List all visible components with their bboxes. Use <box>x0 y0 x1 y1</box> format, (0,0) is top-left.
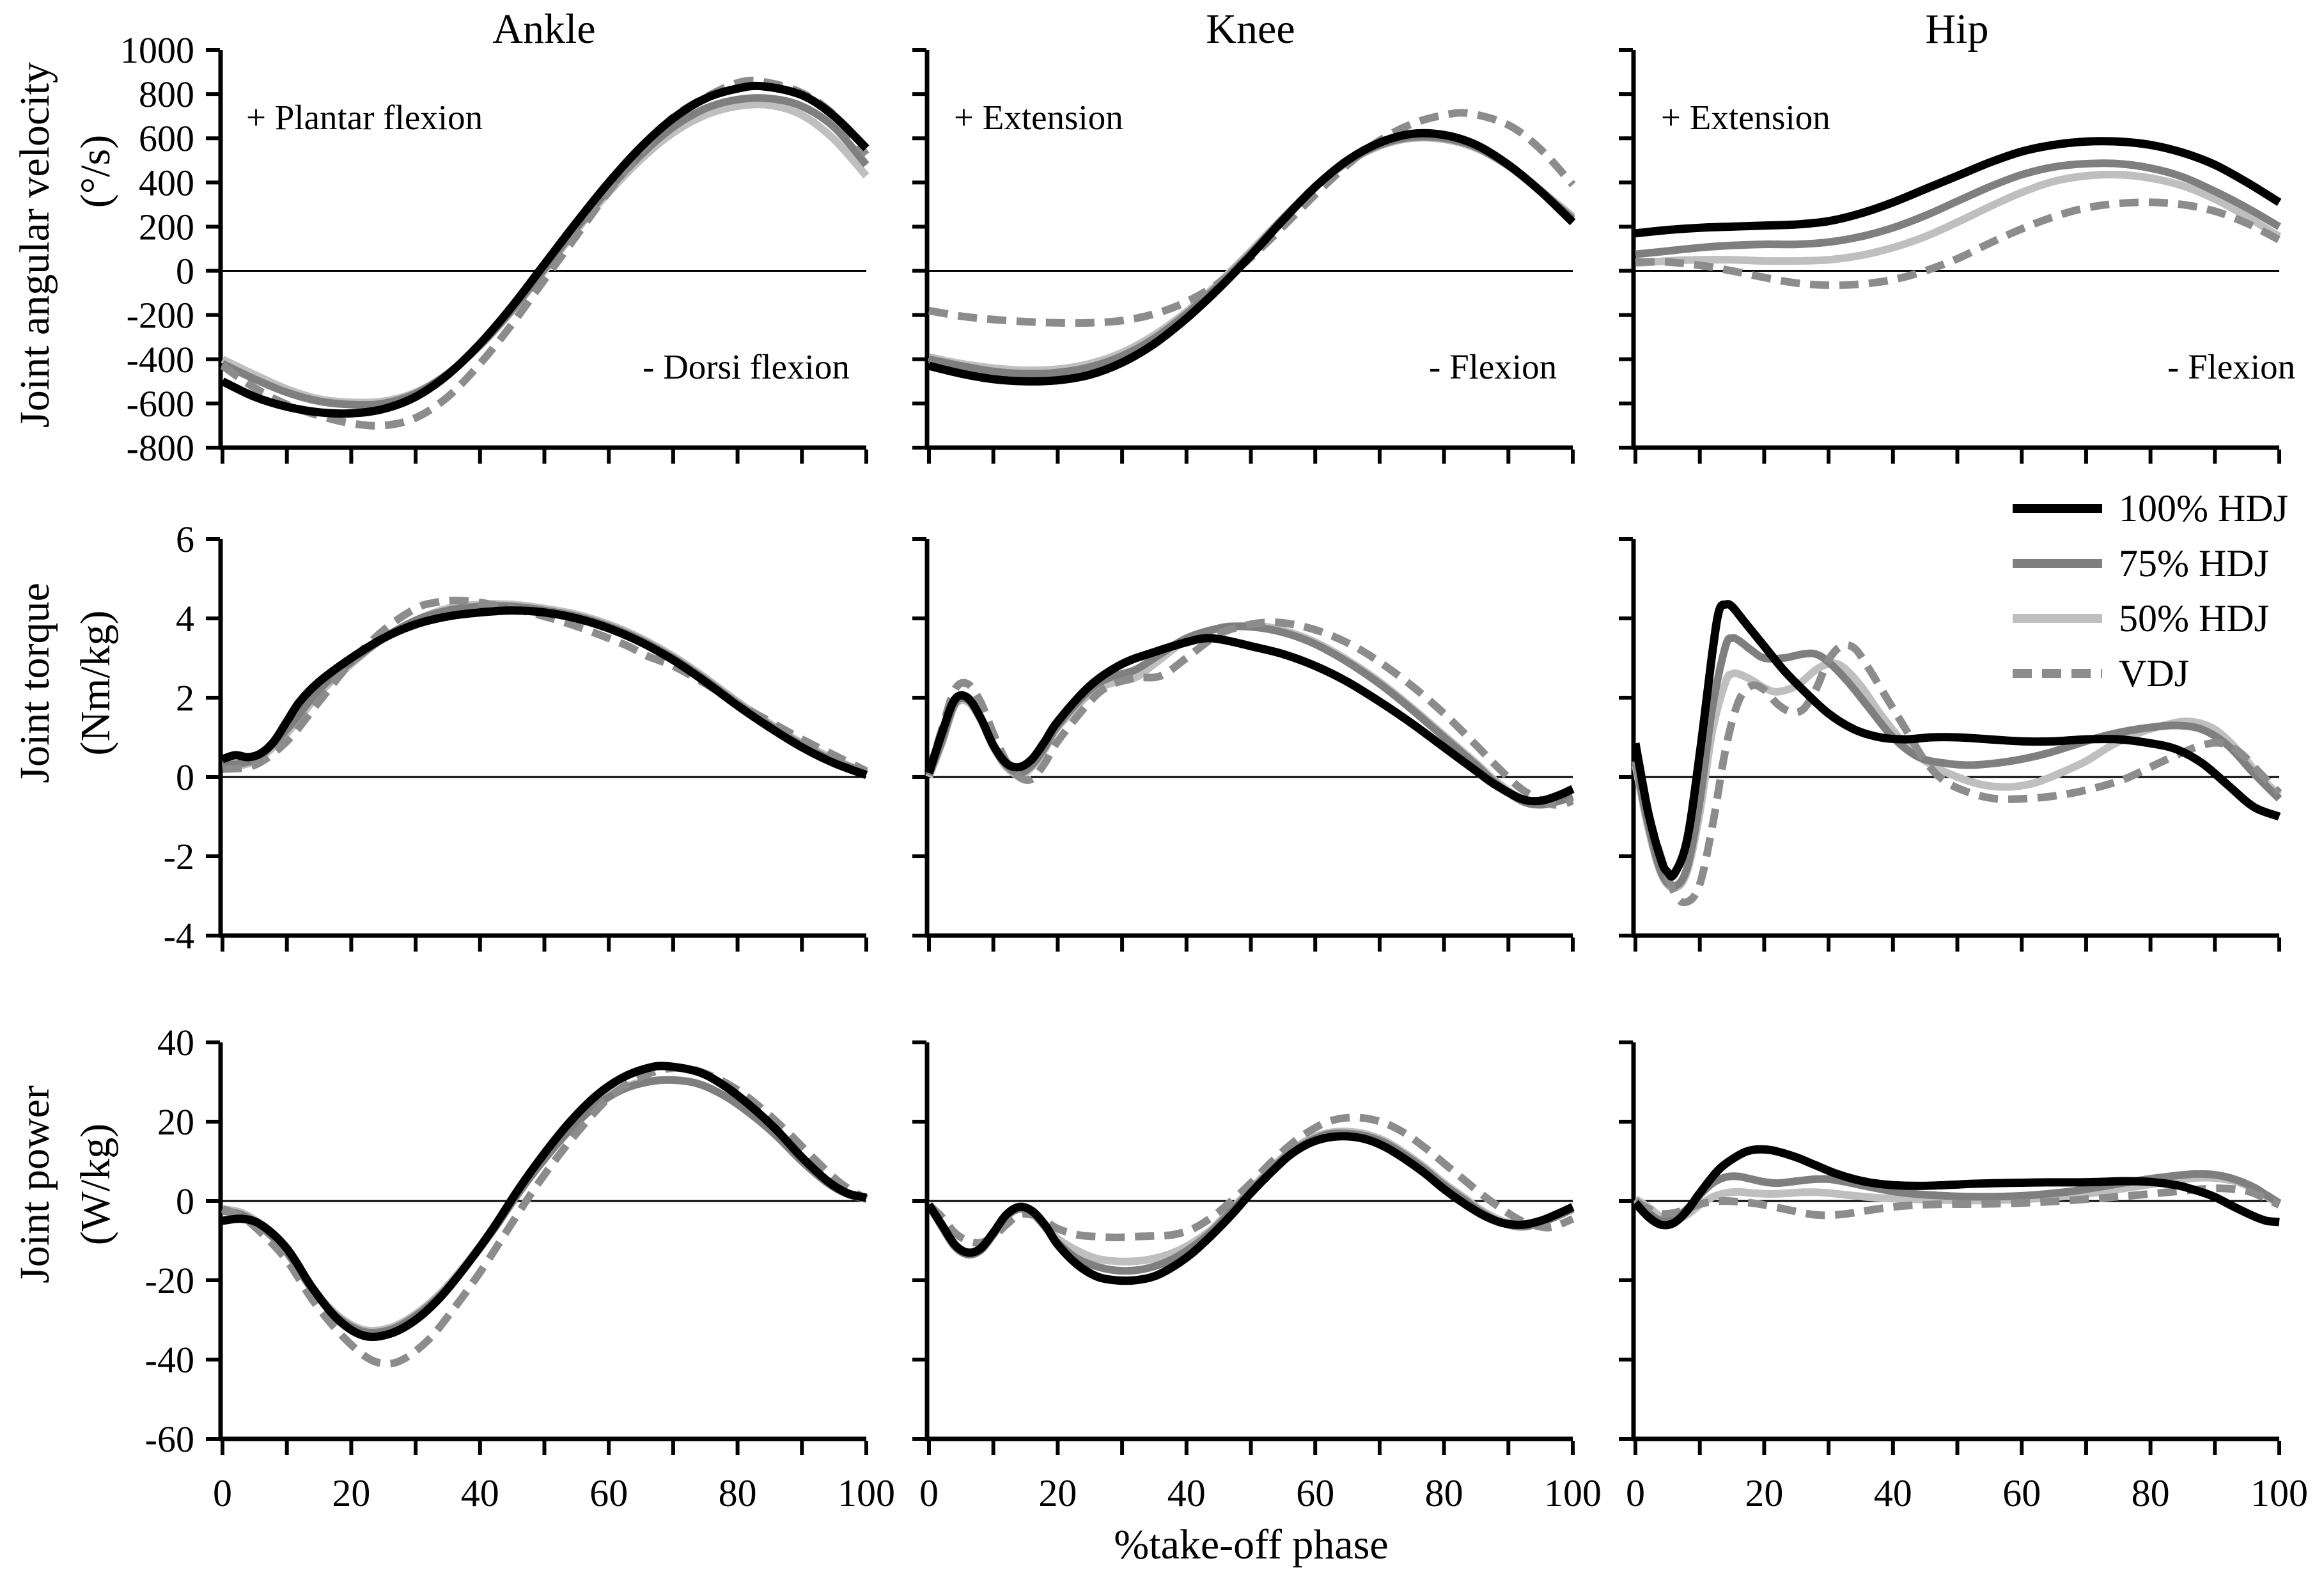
y-tick-label-ankle-velocity: 0 <box>176 251 194 292</box>
x-axis-label: %take-off phase <box>1114 1521 1389 1568</box>
curve-hdj100-hip-torque <box>1631 600 2281 881</box>
y-tick-label-ankle-torque: -2 <box>164 836 194 877</box>
y-axis-units-power: (W/kg) <box>72 1123 119 1246</box>
x-tick-label-knee-power: 20 <box>1038 1472 1077 1514</box>
annotation-knee-extension: + Extension <box>954 98 1123 137</box>
x-tick-label-hip-power: 20 <box>1745 1472 1783 1514</box>
column-title-hip: Hip <box>1925 6 1989 52</box>
legend-label-vdj: VDJ <box>2119 652 2190 694</box>
column-title-knee: Knee <box>1206 6 1295 52</box>
x-tick-label-ankle-power: 100 <box>838 1472 895 1514</box>
legend-item-hdj100: 100% HDJ <box>2013 481 2288 536</box>
x-tick-label-ankle-power: 80 <box>719 1472 757 1514</box>
y-tick-label-ankle-velocity: -200 <box>127 295 194 336</box>
curve-hdj100-knee-torque <box>924 634 1575 806</box>
curve-vdj-ankle-power <box>221 1063 869 1368</box>
x-tick-label-ankle-power: 20 <box>332 1472 370 1514</box>
curve-vdj-knee-torque <box>925 618 1574 809</box>
y-axis-units-torque: (Nm/kg) <box>72 610 119 756</box>
y-tick-label-ankle-power: 0 <box>176 1181 194 1222</box>
curve-hdj75-hip-power <box>1633 1170 2282 1225</box>
y-tick-label-ankle-velocity: 600 <box>139 118 194 159</box>
legend-line-sample-hdj50 <box>2013 614 2102 623</box>
x-tick-label-ankle-power: 0 <box>213 1472 232 1514</box>
legend-item-hdj75: 75% HDJ <box>2013 536 2288 591</box>
legend-line-sample-vdj <box>2013 669 2102 678</box>
annotation-hip-flexion: - Flexion <box>2167 347 2296 386</box>
y-tick-label-ankle-velocity: 800 <box>139 74 194 115</box>
curve-hdj100-ankle-power <box>222 1062 868 1341</box>
curve-hdj75-hip-velocity <box>1635 159 2282 258</box>
legend-item-vdj: VDJ <box>2013 646 2288 701</box>
y-tick-label-ankle-velocity: -600 <box>127 383 194 425</box>
x-tick-label-hip-power: 80 <box>2132 1472 2170 1514</box>
x-tick-label-knee-power: 80 <box>1425 1472 1463 1514</box>
x-tick-label-hip-power: 100 <box>2250 1472 2308 1514</box>
curve-hdj75-hip-torque <box>1632 634 2282 890</box>
x-tick-label-knee-power: 40 <box>1167 1472 1206 1514</box>
y-axis-label-power: Joint power <box>12 1085 58 1283</box>
x-tick-label-knee-power: 60 <box>1296 1472 1334 1514</box>
y-tick-label-ankle-torque: 4 <box>176 598 194 639</box>
annotation-dorsi-flexion: - Dorsi flexion <box>643 347 850 386</box>
curve-vdj-knee-power <box>926 1113 1575 1247</box>
y-tick-label-ankle-torque: 0 <box>176 757 194 798</box>
y-tick-label-ankle-torque: 6 <box>176 519 194 560</box>
x-tick-label-ankle-power: 40 <box>461 1472 499 1514</box>
annotation-plantar-flexion: + Plantar flexion <box>246 98 483 137</box>
y-tick-label-ankle-power: -60 <box>145 1418 194 1460</box>
y-tick-label-ankle-power: -40 <box>145 1339 194 1381</box>
legend-label-hdj50: 50% HDJ <box>2119 597 2269 639</box>
curve-hdj100-knee-velocity <box>928 129 1576 386</box>
y-tick-label-ankle-velocity: -400 <box>127 339 194 381</box>
y-tick-label-ankle-torque: 2 <box>176 677 194 719</box>
annotation-hip-extension: + Extension <box>1661 98 1830 137</box>
y-axis-units-velocity: (°/s) <box>72 134 119 208</box>
annotation-knee-flexion: - Flexion <box>1429 347 1557 386</box>
y-tick-label-ankle-velocity: 200 <box>139 206 194 247</box>
curve-hdj75-ankle-torque <box>221 602 868 777</box>
y-axis-label-torque: Joint torque <box>12 583 58 783</box>
curve-hdj50-hip-velocity <box>1635 171 2282 267</box>
legend-item-hdj50: 50% HDJ <box>2013 591 2288 646</box>
y-tick-label-ankle-velocity: -800 <box>127 427 194 469</box>
x-tick-label-knee-power: 0 <box>919 1472 939 1514</box>
column-title-ankle: Ankle <box>492 6 596 52</box>
curve-hdj50-hip-power <box>1633 1173 2282 1224</box>
y-tick-label-ankle-torque: -4 <box>164 915 194 957</box>
legend-line-sample-hdj100 <box>2013 504 2102 513</box>
x-tick-label-hip-power: 60 <box>2002 1472 2041 1514</box>
curve-hdj100-ankle-torque <box>221 606 868 780</box>
y-tick-label-ankle-power: -20 <box>145 1260 194 1301</box>
y-tick-label-ankle-velocity: 1000 <box>120 29 194 71</box>
legend-line-sample-hdj75 <box>2013 559 2102 568</box>
curve-vdj-hip-torque <box>1632 641 2282 907</box>
legend-label-hdj75: 75% HDJ <box>2119 542 2269 585</box>
curve-hdj100-hip-velocity <box>1635 137 2282 238</box>
y-tick-label-ankle-velocity: 400 <box>139 162 194 203</box>
curve-hdj100-ankle-velocity <box>221 81 870 418</box>
x-tick-label-hip-power: 40 <box>1874 1472 1912 1514</box>
curve-hdj100-knee-power <box>925 1132 1575 1285</box>
curve-vdj-ankle-velocity <box>220 76 870 430</box>
curve-vdj-hip-velocity <box>1635 198 2281 290</box>
y-tick-label-ankle-power: 20 <box>157 1101 194 1143</box>
legend: 100% HDJ 75% HDJ 50% HDJ VDJ <box>2013 481 2288 701</box>
curve-hdj100-hip-power <box>1632 1145 2280 1230</box>
x-tick-label-hip-power: 0 <box>1626 1472 1645 1514</box>
y-tick-label-ankle-power: 40 <box>157 1022 194 1063</box>
legend-label-hdj100: 100% HDJ <box>2119 487 2288 530</box>
y-axis-label-velocity: Joint angular velocity <box>12 62 58 428</box>
x-tick-label-ankle-power: 60 <box>589 1472 628 1514</box>
x-tick-label-knee-power: 100 <box>1544 1472 1602 1514</box>
